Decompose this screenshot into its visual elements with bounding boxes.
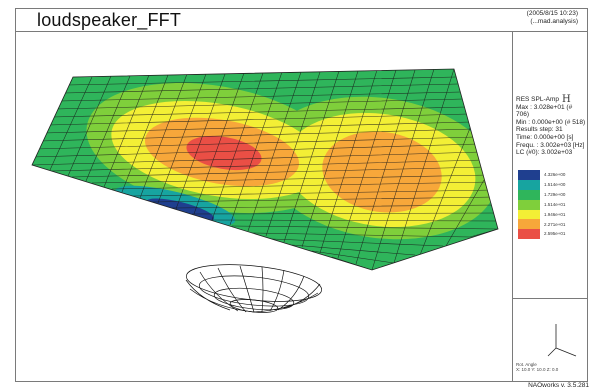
legend-frequ: Frequ. : 3.002e+03 [Hz] bbox=[516, 141, 585, 149]
color-swatch bbox=[518, 199, 540, 210]
results-legend: RES SPL-Amp H Max : 3.028e+01 (# 706) Mi… bbox=[516, 94, 586, 246]
triad-divider bbox=[512, 298, 588, 299]
side-panel-divider bbox=[512, 32, 513, 382]
color-swatch bbox=[518, 219, 540, 230]
mesh-grid bbox=[32, 69, 498, 270]
source-line: (...mad.analysis) bbox=[530, 18, 578, 25]
plate-outline bbox=[31, 68, 499, 271]
legend-max: Max : 3.028e+01 (# 706) bbox=[516, 103, 573, 119]
legend-quantity: RES SPL-Amp bbox=[516, 96, 559, 103]
color-tick-label: 1.514e+00 bbox=[544, 181, 566, 187]
triad-caption-line2: X: 10.0 Y: 10.0 Z: 0.0 bbox=[516, 367, 559, 372]
triad-caption-line1: Rot. Angle bbox=[516, 362, 537, 367]
color-tick-label: 1.514e+01 bbox=[544, 201, 566, 207]
legend-time: Time: 0.000e+00 [s] bbox=[516, 133, 574, 141]
axis-triad-icon bbox=[547, 324, 577, 357]
color-swatch bbox=[518, 209, 540, 220]
color-tick-label: 2.595e+01 bbox=[544, 231, 566, 237]
triad-caption: Rot. Angle X: 10.0 Y: 10.0 Z: 0.0 bbox=[516, 362, 558, 372]
color-swatch bbox=[518, 189, 540, 200]
color-swatch bbox=[518, 229, 540, 240]
color-scale-bar bbox=[518, 170, 540, 240]
color-tick-label: 4.326e+00 bbox=[544, 172, 566, 177]
color-tick-label: 1.946e+01 bbox=[544, 211, 566, 217]
legend-lc: LC (#0): 3.002e+03 bbox=[516, 149, 573, 157]
legend-min: Min : 0.000e+00 (# 518) bbox=[516, 118, 586, 126]
fft-surface-plot[interactable] bbox=[0, 0, 512, 382]
version-footer: NAOworks v. 3.5.281 bbox=[528, 382, 589, 389]
window-title: loudspeaker_FFT bbox=[37, 10, 182, 30]
window-header: loudspeaker_FFT (2005/8/15 10:23) (...ma… bbox=[15, 8, 588, 32]
date-line: (2005/8/15 10:23) bbox=[526, 10, 578, 17]
color-swatch bbox=[518, 179, 540, 190]
speaker-cone-wireframe bbox=[185, 264, 323, 313]
spl-plate bbox=[32, 69, 498, 270]
timestamp-stamp: (2005/8/15 10:23) (...mad.analysis) bbox=[527, 10, 578, 26]
legend-quantity-glyph: H bbox=[562, 94, 571, 105]
color-swatch bbox=[518, 170, 540, 180]
legend-results-step: Results step: 31 bbox=[516, 126, 563, 134]
color-tick-label: 1.729e+00 bbox=[544, 191, 566, 197]
color-tick-label: 2.271e+01 bbox=[544, 221, 566, 227]
